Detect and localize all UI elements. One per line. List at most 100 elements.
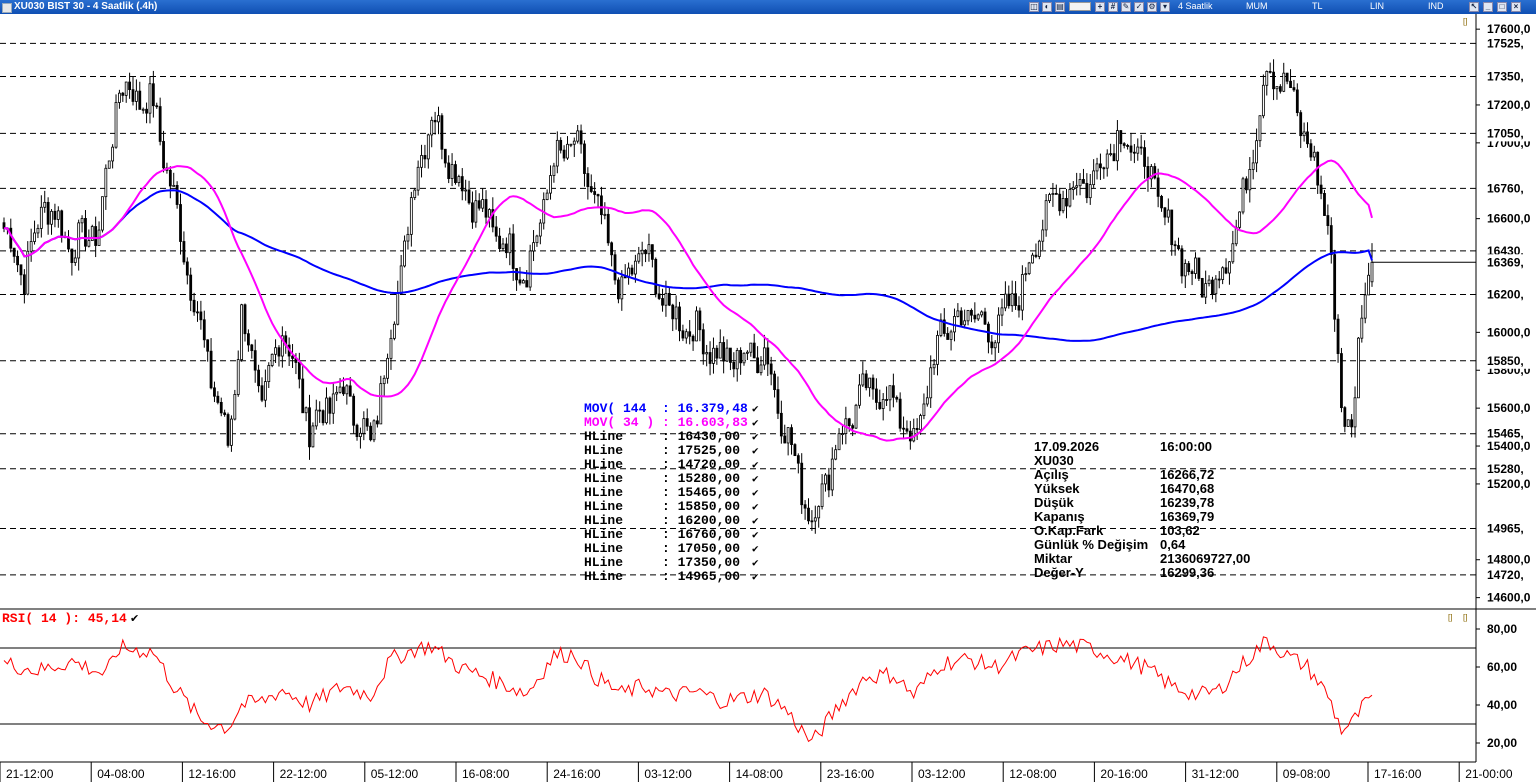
rsi-check-icon[interactable]: ✔ xyxy=(130,613,139,625)
candle xyxy=(1302,122,1306,142)
rsi-panel-marker[interactable]: [] xyxy=(1448,613,1452,622)
hline-label-box xyxy=(1477,180,1536,197)
settings-icon[interactable]: ⚙ xyxy=(1147,2,1157,12)
candle xyxy=(722,336,726,374)
candle xyxy=(891,373,895,408)
candle xyxy=(1224,258,1228,275)
legend-check-icon[interactable]: ✔ xyxy=(752,418,759,430)
minimize-button[interactable]: _ xyxy=(1483,2,1493,12)
maximize-button[interactable]: □ xyxy=(1497,2,1507,12)
candle-body xyxy=(718,342,722,359)
candle xyxy=(549,165,552,200)
print-icon[interactable]: ▤ xyxy=(1055,2,1065,12)
candle-body xyxy=(1180,248,1184,277)
candle xyxy=(1010,280,1014,312)
color-icon[interactable]: ◐ xyxy=(1042,2,1052,12)
chart-type-selector[interactable]: MUM xyxy=(1246,1,1268,11)
legend-check-icon[interactable]: ✔ xyxy=(752,502,759,514)
indicator-selector[interactable]: IND xyxy=(1428,1,1444,11)
chart-area[interactable]: 17600,017200,017000,016600,016000,015800… xyxy=(0,14,1536,782)
candle-body xyxy=(756,357,759,374)
candle xyxy=(450,153,454,187)
legend-check-icon[interactable]: ✔ xyxy=(752,530,759,542)
legend-check-icon[interactable]: ✔ xyxy=(752,446,759,458)
currency-selector[interactable]: TL xyxy=(1312,1,1323,11)
rsi-panel-marker[interactable]: [] xyxy=(1463,613,1467,622)
candle xyxy=(908,420,912,450)
scale-selector[interactable]: LIN xyxy=(1370,1,1385,11)
rsi-tick-label: 20,00 xyxy=(1487,736,1517,750)
candle xyxy=(1166,198,1170,223)
info-date: 17.09.2026 xyxy=(1034,439,1099,454)
time-tick-label: 24-16:00 xyxy=(553,767,601,781)
candle-body xyxy=(966,309,970,322)
candle xyxy=(331,383,335,424)
candle xyxy=(199,300,203,330)
candle-body xyxy=(206,339,210,352)
candle xyxy=(987,321,990,354)
legend-mov34-value: : 16.603,83 xyxy=(662,415,748,430)
cursor-icon[interactable]: ↖ xyxy=(1469,2,1479,12)
candle xyxy=(1309,139,1313,161)
candle xyxy=(538,219,542,245)
candle xyxy=(114,94,118,149)
candle xyxy=(219,397,223,417)
candle xyxy=(1180,245,1184,284)
candle xyxy=(1272,59,1275,101)
candle xyxy=(1329,217,1333,264)
zoom-icon[interactable]: + xyxy=(1095,2,1105,12)
candle xyxy=(1095,157,1099,180)
dropdown-icon[interactable]: ▾ xyxy=(1160,2,1170,12)
candle xyxy=(423,144,427,169)
candle-body xyxy=(168,169,172,187)
draw-icon[interactable]: ✎ xyxy=(1121,2,1131,12)
indicator-legend: MOV( 144 : 16.379,48 MOV( 34 ) : 16.603,… xyxy=(584,401,759,584)
candle xyxy=(1105,149,1109,177)
legend-check-icon[interactable]: ✔ xyxy=(752,516,759,528)
legend-check-icon[interactable]: ✔ xyxy=(752,544,759,556)
candle xyxy=(1065,188,1068,219)
candle xyxy=(1109,143,1113,157)
candle-body xyxy=(450,164,454,179)
candle-body xyxy=(1343,407,1347,427)
candle xyxy=(718,329,722,359)
candle-body xyxy=(708,352,712,364)
candle-body xyxy=(1292,87,1296,91)
candle-body xyxy=(67,236,70,250)
mini-chart-button[interactable] xyxy=(1069,2,1091,11)
candle-body xyxy=(1211,279,1214,295)
candle xyxy=(369,422,373,442)
candle-body xyxy=(1272,71,1275,90)
legend-check-icon[interactable]: ✔ xyxy=(752,404,759,416)
candle xyxy=(759,356,763,376)
grid-icon[interactable]: # xyxy=(1108,2,1118,12)
legend-check-icon[interactable]: ✔ xyxy=(752,460,759,472)
candle-body xyxy=(932,363,936,369)
candle xyxy=(335,386,339,402)
candle xyxy=(1289,69,1292,89)
window-menu-icon[interactable] xyxy=(2,3,12,13)
rsi-tick-label: 60,00 xyxy=(1487,660,1517,674)
candle-body xyxy=(644,249,647,255)
top-panel-marker[interactable]: [] xyxy=(1463,17,1467,26)
legend-check-icon[interactable]: ✔ xyxy=(752,572,759,584)
candle-body xyxy=(858,384,861,406)
candle-body xyxy=(22,274,26,295)
candle-body xyxy=(871,377,875,390)
candle xyxy=(39,195,43,238)
check-icon[interactable]: ✓ xyxy=(1134,2,1144,12)
legend-check-icon[interactable]: ✔ xyxy=(752,432,759,444)
candle-body xyxy=(1255,140,1258,164)
period-selector[interactable]: 4 Saatlik xyxy=(1178,1,1213,11)
candle-body xyxy=(796,455,800,464)
chart-tool-icon[interactable]: ◫ xyxy=(1029,2,1039,12)
legend-check-icon[interactable]: ✔ xyxy=(752,488,759,500)
candle-body xyxy=(19,264,23,276)
close-button[interactable]: × xyxy=(1511,2,1521,12)
candle-body xyxy=(94,226,98,246)
legend-check-icon[interactable]: ✔ xyxy=(752,558,759,570)
candle-body xyxy=(854,404,858,429)
legend-check-icon[interactable]: ✔ xyxy=(752,474,759,486)
candle-body xyxy=(26,250,30,295)
candle-body xyxy=(684,331,688,339)
